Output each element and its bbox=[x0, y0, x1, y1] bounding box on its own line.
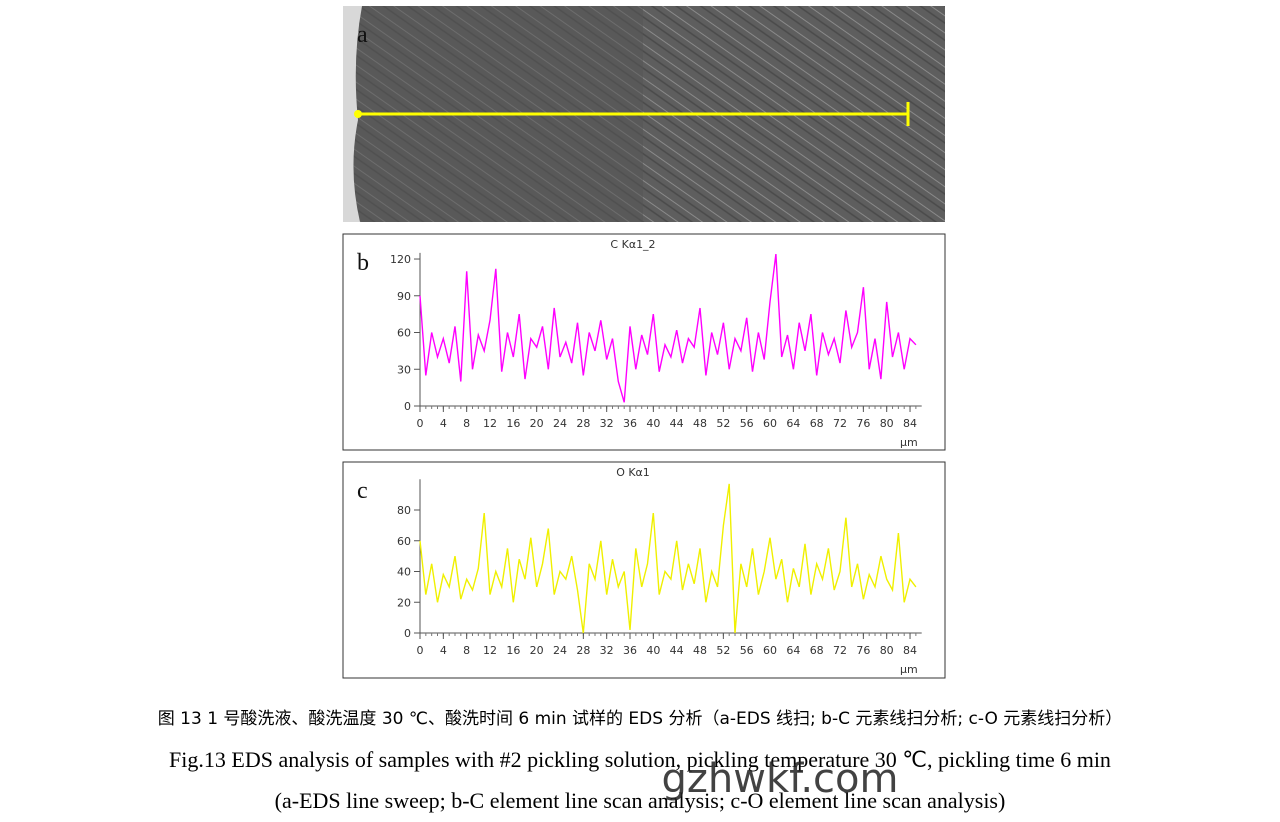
x-tick-label: 28 bbox=[576, 417, 590, 430]
data-line bbox=[419, 254, 917, 403]
y-tick-label: 40 bbox=[397, 566, 411, 579]
y-tick-label: 90 bbox=[397, 290, 411, 303]
y-tick-label: 20 bbox=[397, 596, 411, 609]
x-tick-label: 4 bbox=[440, 644, 447, 657]
x-axis-label: µm bbox=[900, 663, 918, 676]
caption-en: Fig.13 EDS analysis of samples with #2 p… bbox=[169, 747, 1111, 772]
panel-label: a bbox=[357, 22, 368, 48]
caption-zh: 图 13 1 号酸洗液、酸洗温度 30 ℃、酸洗时间 6 min 试样的 EDS… bbox=[158, 709, 1122, 729]
x-tick-label: 40 bbox=[646, 417, 660, 430]
x-tick-label: 84 bbox=[903, 644, 917, 657]
x-tick-label: 72 bbox=[833, 644, 847, 657]
x-tick-label: 12 bbox=[483, 417, 497, 430]
x-tick-label: 36 bbox=[623, 417, 637, 430]
x-tick-label: 60 bbox=[763, 644, 777, 657]
x-tick-label: 0 bbox=[417, 417, 424, 430]
chart-frame bbox=[342, 461, 946, 679]
y-tick-label: 30 bbox=[397, 363, 411, 376]
x-tick-label: 4 bbox=[440, 417, 447, 430]
x-tick-label: 28 bbox=[576, 644, 590, 657]
y-tick-label: 0 bbox=[404, 627, 411, 640]
x-tick-label: 44 bbox=[670, 417, 684, 430]
x-tick-label: 68 bbox=[810, 417, 824, 430]
x-tick-label: 76 bbox=[856, 417, 870, 430]
x-tick-label: 56 bbox=[740, 417, 754, 430]
x-tick-label: 80 bbox=[880, 417, 894, 430]
chart-title: C Kα1_2 bbox=[610, 238, 655, 251]
x-tick-label: 68 bbox=[810, 644, 824, 657]
panel-label: b bbox=[357, 250, 369, 276]
x-tick-label: 24 bbox=[553, 417, 567, 430]
x-tick-label: 32 bbox=[600, 417, 614, 430]
y-tick-label: 80 bbox=[397, 504, 411, 517]
x-tick-label: 56 bbox=[740, 644, 754, 657]
x-tick-label: 32 bbox=[600, 644, 614, 657]
x-tick-label: 40 bbox=[646, 644, 660, 657]
x-tick-label: 8 bbox=[463, 644, 470, 657]
x-tick-label: 60 bbox=[763, 417, 777, 430]
x-tick-label: 64 bbox=[786, 644, 800, 657]
x-tick-label: 52 bbox=[716, 644, 730, 657]
chart-title: O Kα1 bbox=[616, 466, 650, 479]
x-tick-label: 80 bbox=[880, 644, 894, 657]
x-tick-label: 48 bbox=[693, 644, 707, 657]
x-tick-label: 16 bbox=[506, 644, 520, 657]
x-tick-label: 84 bbox=[903, 417, 917, 430]
y-tick-label: 0 bbox=[404, 400, 411, 413]
caption-en: (a-EDS line sweep; b-C element line scan… bbox=[275, 788, 1006, 813]
x-tick-label: 20 bbox=[530, 417, 544, 430]
y-tick-label: 120 bbox=[390, 253, 411, 266]
x-tick-label: 16 bbox=[506, 417, 520, 430]
x-tick-label: 20 bbox=[530, 644, 544, 657]
x-tick-label: 36 bbox=[623, 644, 637, 657]
y-tick-label: 60 bbox=[397, 327, 411, 340]
x-tick-label: 64 bbox=[786, 417, 800, 430]
panel-label: c bbox=[357, 478, 368, 504]
watermark: gzhwkf.com bbox=[662, 756, 899, 802]
x-tick-label: 48 bbox=[693, 417, 707, 430]
x-tick-label: 72 bbox=[833, 417, 847, 430]
x-tick-label: 44 bbox=[670, 644, 684, 657]
x-tick-label: 0 bbox=[417, 644, 424, 657]
x-tick-label: 8 bbox=[463, 417, 470, 430]
x-tick-label: 52 bbox=[716, 417, 730, 430]
x-tick-label: 12 bbox=[483, 644, 497, 657]
sem-image bbox=[343, 6, 945, 222]
x-tick-label: 76 bbox=[856, 644, 870, 657]
y-tick-label: 60 bbox=[397, 535, 411, 548]
x-tick-label: 24 bbox=[553, 644, 567, 657]
x-axis-label: µm bbox=[900, 436, 918, 449]
data-line bbox=[419, 483, 917, 634]
